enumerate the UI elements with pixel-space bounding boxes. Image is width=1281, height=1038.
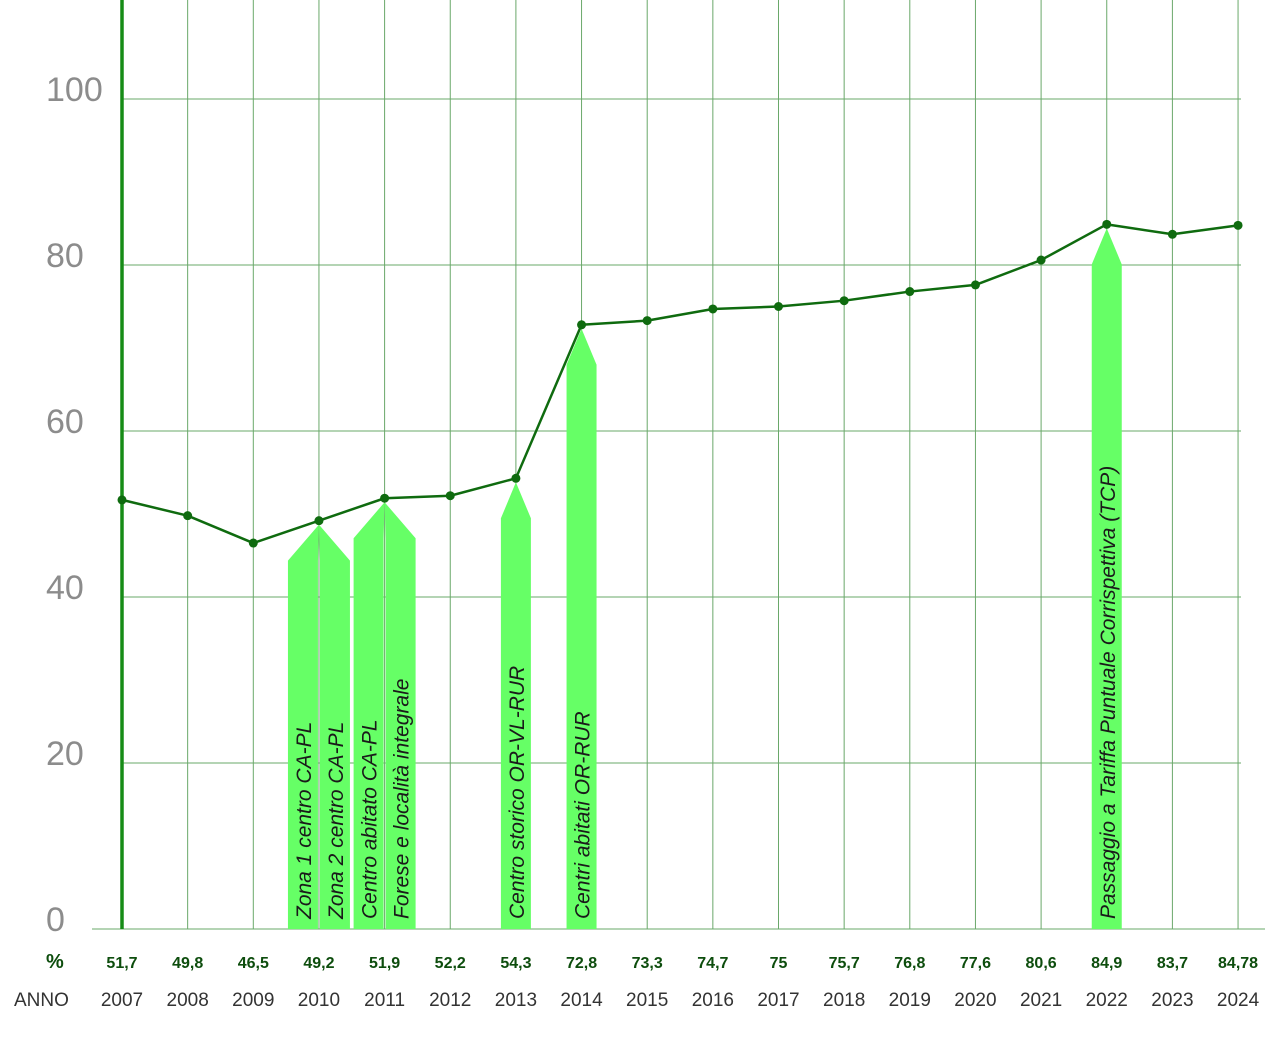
year-label: 2012 [429,990,471,1011]
grid-lines [92,0,1265,930]
value-label: 75 [770,955,788,972]
data-point-2020 [970,280,980,290]
year-label: 2021 [1020,990,1062,1011]
series-polyline [121,223,1239,545]
annotation-arrow [1091,228,1122,929]
value-label: 73,3 [632,955,663,972]
year-label: 2008 [167,990,209,1011]
year-label: 2020 [954,990,996,1011]
annotation-arrow [353,502,385,929]
annotation-label: Zona 2 centro CA-PL [325,722,348,920]
year-label: 2015 [626,990,668,1011]
data-point-2017 [774,302,783,311]
data-point-2008 [183,511,193,521]
year-label: 2022 [1086,990,1128,1011]
value-label: 49,2 [303,955,334,972]
y-tick-label: 100 [46,71,103,109]
y-tick-label: 60 [46,403,84,441]
value-label: 84,78 [1218,955,1258,972]
year-label: 2014 [560,990,603,1011]
year-label: 2009 [232,990,274,1011]
annotation-arrow [566,328,597,929]
axis-labels: 0 20 40 60 80 100% ANNO 51,7 2007 49,8 2008 46,5 200… [14,71,1260,1011]
annotation-arrow [287,524,319,929]
data-point-2011 [380,493,390,503]
year-label: 2019 [889,990,931,1011]
value-label: 77,6 [960,955,991,972]
annotation-label: Centri abitati OR-RUR [572,711,595,919]
year-label: 2016 [692,990,734,1011]
data-point-2009 [248,538,258,548]
value-row-label: % [46,951,64,973]
value-label: 49,8 [172,955,203,972]
annotation-label: Centro abitato CA-PL [359,719,382,919]
annotation-arrow [318,524,350,929]
data-point-2012 [445,491,455,501]
value-label: 52,2 [435,955,466,972]
value-label: 80,6 [1026,955,1057,972]
data-point-2022 [1102,219,1112,229]
value-label: 74,7 [697,955,728,972]
year-label: 2011 [364,990,405,1011]
value-label: 75,7 [829,955,860,972]
y-tick-label: 20 [46,735,84,773]
annotation-label: Passaggio a Tariffa Puntuale Corrispetti… [1097,466,1120,919]
data-point-2018 [839,296,849,306]
year-label: 2013 [495,990,537,1011]
data-point-2013 [511,473,521,483]
value-label: 51,9 [369,955,400,972]
annotation-label: Forese e località integrale [391,679,414,919]
year-label: 2007 [101,990,143,1011]
annotation-label: Zona 1 centro CA-PL [293,722,316,920]
data-point-2010 [314,516,324,526]
data-point-2021 [1036,255,1046,265]
value-label: 76,8 [894,955,925,972]
data-point-2007 [117,495,127,505]
year-label: 2010 [298,990,340,1011]
y-tick-label: 0 [46,901,65,939]
y-tick-label: 80 [46,237,84,275]
year-label: 2017 [757,990,799,1011]
annotation-arrow [500,482,531,929]
annotation-arrows: Zona 1 centro CA-PL Zona 2 centro CA-PL Ce… [287,228,1122,929]
value-label: 84,9 [1091,955,1122,972]
year-label: 2018 [823,990,865,1011]
y-tick-label: 40 [46,569,84,607]
data-point-2015 [642,316,652,326]
year-label: 2024 [1217,990,1260,1011]
value-label: 72,8 [566,955,597,972]
value-label: 54,3 [500,955,531,972]
value-label: 46,5 [238,955,269,972]
series-line [117,219,1243,548]
annotation-arrow [384,502,416,929]
year-row-label: ANNO [14,990,69,1011]
value-label: 83,7 [1157,955,1188,972]
data-point-2023 [1167,229,1177,239]
value-label: 51,7 [106,955,137,972]
data-point-2014 [577,320,587,330]
data-point-2024 [1233,220,1243,230]
data-point-2016 [708,304,718,314]
data-point-2019 [905,287,915,297]
year-label: 2023 [1151,990,1193,1011]
annotation-label: Centro storico OR-VL-RUR [506,666,529,919]
